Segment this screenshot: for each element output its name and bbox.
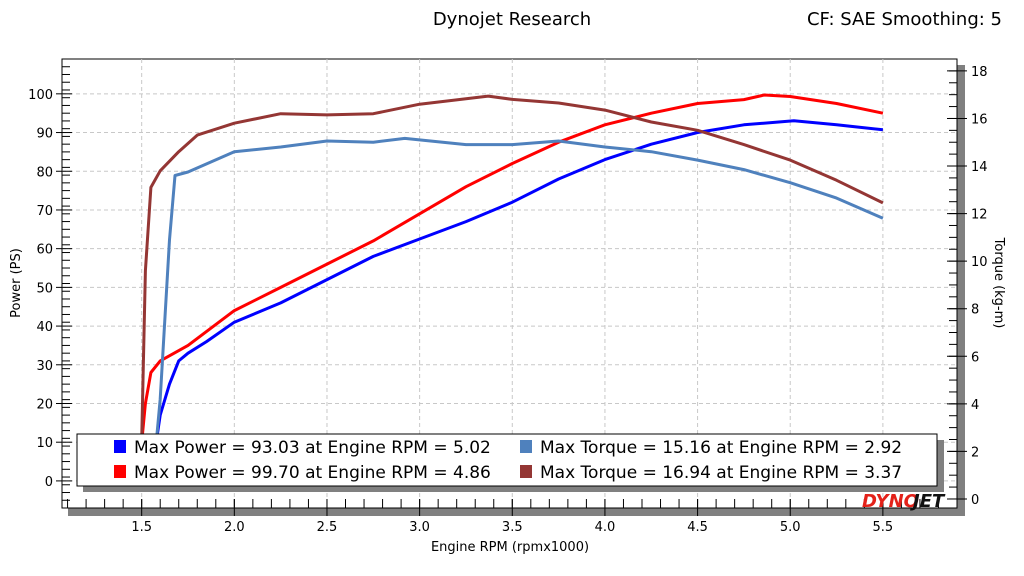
legend-swatch (520, 440, 532, 453)
x-tick-label: 5.0 (780, 520, 801, 535)
y2-axis-label: Torque (kg-m) (991, 237, 1006, 329)
plot-shadow-bottom (68, 508, 965, 516)
y-tick-label: 60 (36, 243, 53, 258)
legend-box (76, 433, 938, 487)
y-tick-label: 100 (28, 88, 53, 103)
y2-tick-label: 6 (971, 350, 979, 365)
series-line-1 (140, 93, 884, 443)
y2-tick-label: 16 (971, 112, 988, 127)
y-tick-label: 90 (36, 127, 53, 142)
x-axis-label: Engine RPM (rpmx1000) (431, 540, 589, 555)
y2-tick-label: 8 (971, 303, 979, 318)
chart-title: Dynojet Research (432, 9, 592, 30)
x-tick-label: 1.5 (131, 520, 152, 535)
y2-tick-label: 10 (971, 255, 988, 270)
plot-shadow-right (957, 65, 965, 516)
legend-entry: Max Power = 93.03 at Engine RPM = 5.02 (134, 438, 491, 458)
legend-entry: Max Torque = 15.16 at Engine RPM = 2.92 (540, 438, 902, 458)
series-line-2 (155, 136, 884, 440)
plot-area (61, 58, 958, 509)
x-tick-label: 5.5 (873, 520, 894, 535)
correction-factor-label: CF: SAE Smoothing: 5 (806, 9, 1002, 30)
legend-swatch (114, 465, 126, 478)
y-tick-label: 40 (36, 320, 53, 335)
y-tick-label: 30 (36, 359, 53, 374)
x-tick-label: 3.0 (409, 520, 430, 535)
y-tick-label: 50 (36, 281, 53, 296)
y2-tick-label: 4 (971, 398, 979, 413)
series-line-3 (140, 94, 884, 440)
legend-entry: Max Torque = 16.94 at Engine RPM = 3.37 (540, 463, 902, 483)
legend-swatch (520, 465, 532, 478)
x-tick-label: 4.5 (687, 520, 708, 535)
series-line-0 (154, 119, 884, 447)
y-tick-label: 70 (36, 204, 53, 219)
y2-tick-label: 18 (971, 65, 988, 80)
y2-tick-label: 0 (971, 493, 979, 508)
y-tick-label: 10 (36, 436, 53, 451)
dynojet-logo: DYNO JET (862, 491, 946, 512)
x-tick-label: 3.5 (502, 520, 523, 535)
legend-entry: Max Power = 99.70 at Engine RPM = 4.86 (134, 463, 491, 483)
y-tick-label: 0 (45, 475, 53, 490)
svg-text:DYNO: DYNO (862, 491, 919, 512)
svg-text:JET: JET (910, 491, 946, 512)
y-tick-label: 80 (36, 165, 53, 180)
legend-swatch (114, 440, 126, 453)
x-tick-label: 2.5 (317, 520, 338, 535)
y2-tick-label: 14 (971, 160, 988, 175)
x-tick-label: 2.0 (224, 520, 245, 535)
y2-tick-label: 2 (971, 445, 979, 460)
x-tick-label: 4.0 (595, 520, 616, 535)
y-axis-label: Power (PS) (9, 248, 24, 318)
y-tick-label: 20 (36, 397, 53, 412)
y2-tick-label: 12 (971, 208, 988, 223)
